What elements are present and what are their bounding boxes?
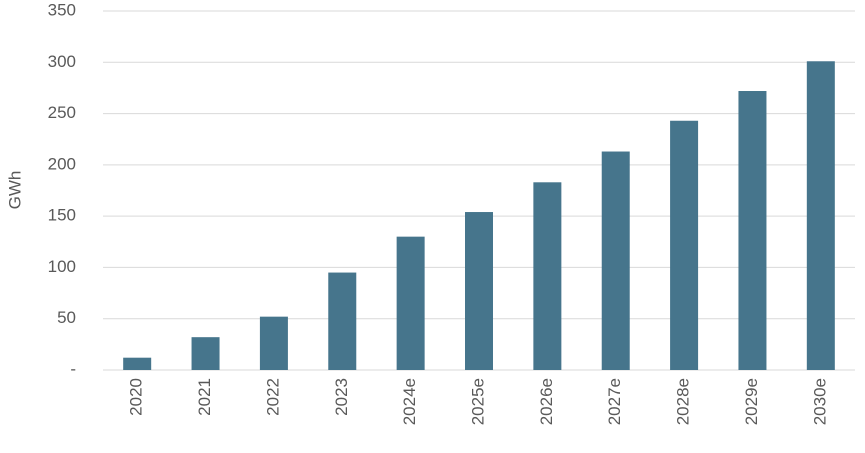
y-tick-label: 150 <box>48 206 76 225</box>
y-tick-label: 300 <box>48 52 76 71</box>
bar <box>670 120 699 370</box>
y-tick-label: - <box>70 359 76 378</box>
bar <box>806 61 835 370</box>
y-tick-label: 350 <box>48 0 76 19</box>
y-axis-label: GWh <box>5 171 24 210</box>
bar <box>191 337 220 370</box>
x-tick-label: 2021 <box>195 378 214 416</box>
bar <box>533 182 562 370</box>
bar <box>328 272 357 370</box>
x-tick-label: 2024e <box>400 378 419 425</box>
x-tick-label: 2026e <box>537 378 556 425</box>
x-tick-label: 2030e <box>810 378 829 425</box>
x-tick-label: 2025e <box>468 378 487 425</box>
y-tick-label: 100 <box>48 257 76 276</box>
bar <box>396 236 425 370</box>
x-tick-label: 2029e <box>742 378 761 425</box>
x-tick-label: 2020 <box>127 378 146 416</box>
x-tick-label: 2023 <box>332 378 351 416</box>
bar <box>465 212 493 370</box>
bar <box>259 316 288 370</box>
bar <box>738 91 767 371</box>
x-tick-label: 2028e <box>674 378 693 425</box>
bar <box>601 151 630 370</box>
x-tick-label: 2022 <box>263 378 282 416</box>
y-tick-label: 50 <box>57 308 76 327</box>
y-tick-label: 200 <box>48 154 76 173</box>
bar <box>123 357 152 370</box>
y-tick-label: 250 <box>48 103 76 122</box>
x-tick-label: 2027e <box>605 378 624 425</box>
